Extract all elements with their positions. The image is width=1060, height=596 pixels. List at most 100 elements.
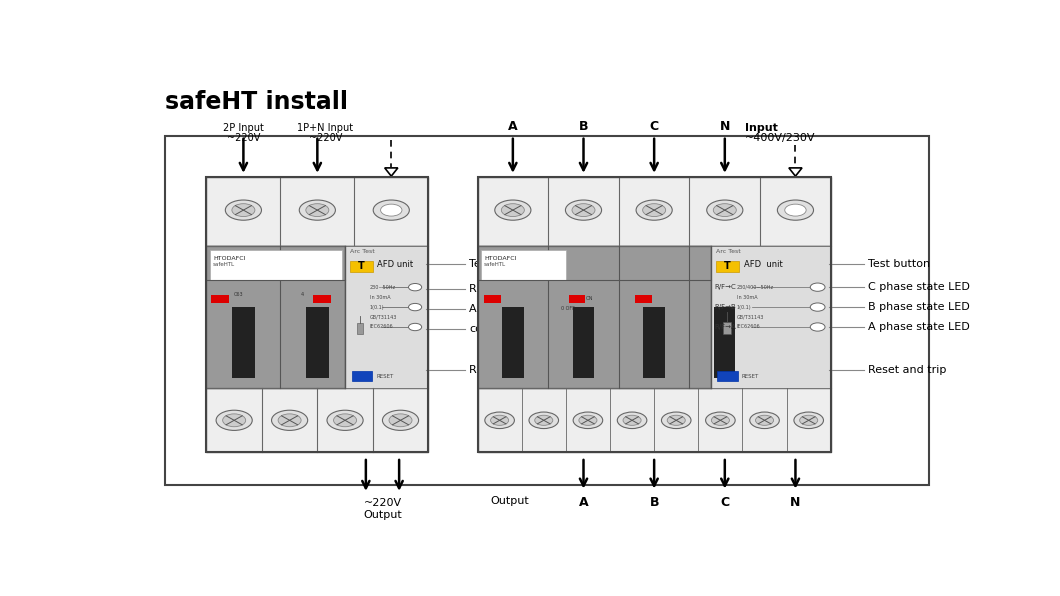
Circle shape <box>810 303 825 311</box>
Circle shape <box>810 323 825 331</box>
Circle shape <box>408 284 422 291</box>
Bar <box>484 294 500 303</box>
Bar <box>572 307 595 378</box>
Text: safeHTL: safeHTL <box>213 262 235 267</box>
Circle shape <box>579 415 597 426</box>
Text: 4: 4 <box>301 292 304 297</box>
Text: N: N <box>791 496 800 509</box>
Bar <box>357 323 364 334</box>
Bar <box>477 388 831 452</box>
Text: Input: Input <box>745 123 778 134</box>
Circle shape <box>713 204 737 216</box>
Text: C: C <box>650 120 658 134</box>
Circle shape <box>534 415 553 426</box>
Bar <box>207 246 428 388</box>
Circle shape <box>408 323 422 331</box>
Circle shape <box>711 415 729 426</box>
Bar <box>635 294 652 303</box>
Text: RESET: RESET <box>742 374 759 378</box>
Text: 230/400~50Hz: 230/400~50Hz <box>737 284 774 290</box>
Text: Test button: Test button <box>470 259 531 269</box>
Circle shape <box>299 200 335 220</box>
Text: 1(0.1): 1(0.1) <box>370 305 385 309</box>
Circle shape <box>756 415 774 426</box>
Bar <box>723 322 731 334</box>
Text: safeHTL: safeHTL <box>484 262 507 267</box>
Text: RESET: RESET <box>376 374 393 378</box>
Text: A: A <box>579 496 588 509</box>
Circle shape <box>784 204 806 216</box>
Text: Arc fault LED: Arc fault LED <box>470 304 542 314</box>
Text: 0 OFF: 0 OFF <box>561 306 575 312</box>
Bar <box>207 388 428 452</box>
Bar <box>346 246 428 388</box>
Text: In 30mA: In 30mA <box>370 294 390 300</box>
Circle shape <box>271 410 307 430</box>
Text: In 30mA: In 30mA <box>737 294 758 300</box>
Bar <box>350 260 373 272</box>
Circle shape <box>226 200 262 220</box>
Text: Run LED: Run LED <box>470 284 516 294</box>
Text: GB/T31143: GB/T31143 <box>737 315 764 319</box>
Text: AFD unit: AFD unit <box>377 260 413 269</box>
Circle shape <box>326 410 364 430</box>
Circle shape <box>777 200 813 220</box>
Circle shape <box>383 410 419 430</box>
Circle shape <box>484 412 514 429</box>
Text: ~220V: ~220V <box>364 498 402 508</box>
Circle shape <box>278 414 301 427</box>
Text: 230~50Hz: 230~50Hz <box>370 284 395 290</box>
Text: B phase state LED: B phase state LED <box>868 302 970 312</box>
Bar <box>210 250 341 280</box>
Text: Arc Test: Arc Test <box>716 250 740 254</box>
Bar <box>314 294 332 303</box>
Circle shape <box>565 200 602 220</box>
Circle shape <box>642 204 666 216</box>
Circle shape <box>223 414 246 427</box>
Circle shape <box>749 412 779 429</box>
Text: C: C <box>720 496 729 509</box>
Bar <box>502 307 524 378</box>
Text: 1P+N Input: 1P+N Input <box>298 123 354 134</box>
Text: Reset and trip: Reset and trip <box>868 365 947 375</box>
Bar <box>477 177 831 246</box>
Circle shape <box>707 200 743 220</box>
Bar <box>232 307 255 378</box>
Text: T: T <box>358 261 365 271</box>
Circle shape <box>334 414 356 427</box>
Circle shape <box>810 283 825 291</box>
Text: T: T <box>724 261 730 271</box>
Text: IEC62606: IEC62606 <box>370 324 393 330</box>
Text: ~220V: ~220V <box>308 133 342 142</box>
Bar <box>352 371 372 381</box>
Text: B: B <box>650 496 659 509</box>
Text: AFD  unit: AFD unit <box>743 260 782 269</box>
Text: ~220V: ~220V <box>227 133 260 142</box>
Circle shape <box>573 412 603 429</box>
Bar <box>569 294 585 303</box>
Text: R/F→B: R/F→B <box>714 304 737 310</box>
Text: Output: Output <box>490 496 529 506</box>
Circle shape <box>501 204 525 216</box>
Text: HTODAFCI: HTODAFCI <box>484 256 516 261</box>
Text: A: A <box>508 120 517 134</box>
Circle shape <box>373 200 409 220</box>
Bar <box>207 246 346 388</box>
Text: 1(0.1): 1(0.1) <box>737 305 752 309</box>
Text: N: N <box>720 120 730 134</box>
Text: ~400V/230V: ~400V/230V <box>745 133 816 142</box>
Circle shape <box>381 204 402 216</box>
Circle shape <box>636 200 672 220</box>
Text: Output: Output <box>364 510 402 520</box>
Text: B: B <box>579 120 588 134</box>
Circle shape <box>661 412 691 429</box>
Bar <box>710 246 831 388</box>
Circle shape <box>529 412 559 429</box>
Text: 2P Input: 2P Input <box>223 123 264 134</box>
Text: GB/T31143: GB/T31143 <box>370 315 398 319</box>
Text: R/F→C: R/F→C <box>714 284 737 290</box>
Circle shape <box>491 415 509 426</box>
Text: HTODAFCI: HTODAFCI <box>213 256 246 261</box>
Circle shape <box>617 412 647 429</box>
Text: Arc Test: Arc Test <box>350 250 375 254</box>
